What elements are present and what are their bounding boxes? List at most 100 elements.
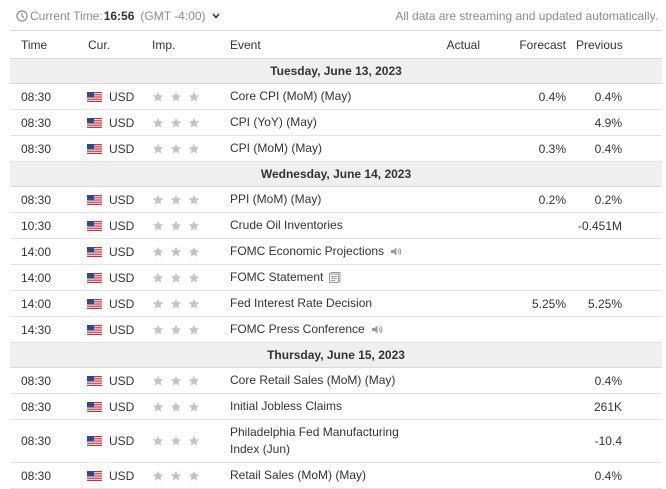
event-name-link[interactable]: CPI (YoY) (May) — [230, 115, 317, 129]
event-name-link[interactable]: Philadelphia Fed Manufacturing Index (Ju… — [230, 425, 399, 456]
event-row[interactable]: 08:30 USD Core CPI (MoM) (May) 0.4% 0.4% — [10, 83, 662, 110]
event-name-link[interactable]: Crude Oil Inventories — [230, 218, 343, 232]
event-actual — [420, 135, 490, 162]
importance-star-icon — [152, 324, 164, 335]
event-previous: -0.451M — [576, 212, 662, 239]
day-date-label: Thursday, June 15, 2023 — [10, 342, 662, 368]
event-actual — [420, 419, 490, 463]
importance-star-icon — [152, 375, 164, 386]
importance-star-icon — [188, 220, 200, 231]
us-flag-icon — [87, 143, 102, 154]
event-previous: 0.4% — [576, 83, 662, 110]
event-name-link[interactable]: CPI (MoM) (May) — [230, 141, 322, 155]
event-row[interactable]: 08:30 USD Core Retail Sales (MoM) (May) 0.4… — [10, 367, 662, 394]
event-importance — [141, 186, 230, 213]
event-forecast — [490, 462, 576, 489]
event-cell: Core CPI (MoM) (May) — [230, 83, 420, 110]
event-currency-cell: USD — [76, 212, 141, 239]
event-time: 08:30 — [10, 83, 76, 110]
event-row[interactable]: 08:30 USD Initial Jobless Claims 261K — [10, 393, 662, 420]
event-name-link[interactable]: Initial Jobless Claims — [230, 399, 343, 413]
event-currency: USD — [109, 468, 135, 483]
event-importance — [141, 316, 230, 343]
event-cell: CPI (MoM) (May) — [230, 135, 420, 162]
event-currency-cell: USD — [76, 419, 141, 463]
event-name-link[interactable]: PPI (MoM) (May) — [230, 192, 322, 206]
event-actual — [420, 186, 490, 213]
event-currency: USD — [109, 373, 135, 388]
importance-star-icon — [170, 401, 182, 412]
importance-star-icon — [188, 435, 200, 446]
event-importance — [141, 367, 230, 394]
current-time-label: Current Time: — [30, 9, 103, 23]
timezone-selector[interactable]: Current Time: 16:56 (GMT -4:00) — [16, 9, 220, 23]
event-currency-cell: USD — [76, 290, 141, 317]
streaming-note: All data are streaming and updated autom… — [395, 9, 658, 23]
event-forecast — [490, 393, 576, 420]
event-row[interactable]: 14:00 USD Fed Interest Rate Decision 5.25% 5… — [10, 290, 662, 317]
event-cell: Retail Sales (MoM) (May) — [230, 462, 420, 489]
event-name-link[interactable]: Retail Sales (MoM) (May) — [230, 468, 367, 482]
us-flag-icon — [87, 470, 102, 481]
speaker-icon[interactable] — [371, 324, 383, 335]
importance-star-icon — [152, 298, 164, 309]
event-importance — [141, 419, 230, 463]
importance-star-icon — [188, 117, 200, 128]
event-row[interactable]: 08:30 USD PPI (MoM) (May) 0.2% 0.2% — [10, 186, 662, 213]
event-currency-cell: USD — [76, 109, 141, 136]
importance-star-icon — [170, 220, 182, 231]
event-name-link[interactable]: FOMC Statement — [230, 270, 324, 284]
event-forecast — [490, 264, 576, 291]
event-row[interactable]: 14:30 USD FOMC Press Conference — [10, 316, 662, 343]
event-time: 08:30 — [10, 186, 76, 213]
event-actual — [420, 290, 490, 317]
importance-star-icon — [188, 298, 200, 309]
event-previous: 0.4% — [576, 367, 662, 394]
importance-star-icon — [188, 194, 200, 205]
column-header-event: Event — [230, 30, 420, 59]
event-row[interactable]: 14:00 USD FOMC Economic Projections — [10, 238, 662, 265]
event-actual — [420, 264, 490, 291]
clock-icon — [16, 10, 28, 22]
event-name-link[interactable]: Fed Interest Rate Decision — [230, 296, 373, 310]
column-header-time: Time — [10, 30, 76, 59]
event-name-link[interactable]: Core CPI (MoM) (May) — [230, 89, 352, 103]
event-forecast — [490, 109, 576, 136]
event-name-link[interactable]: FOMC Economic Projections — [230, 244, 385, 258]
event-time: 08:30 — [10, 109, 76, 136]
event-importance — [141, 462, 230, 489]
column-header-importance: Imp. — [141, 30, 230, 59]
event-actual — [420, 316, 490, 343]
importance-star-icon — [152, 272, 164, 283]
event-row[interactable]: 10:30 USD Crude Oil Inventories -0.451M — [10, 212, 662, 239]
event-cell: Initial Jobless Claims — [230, 393, 420, 420]
top-bar: Current Time: 16:56 (GMT -4:00) All data… — [0, 0, 666, 30]
event-previous: 0.2% — [576, 186, 662, 213]
importance-star-icon — [188, 401, 200, 412]
day-date-label: Wednesday, June 14, 2023 — [10, 161, 662, 187]
event-row[interactable]: 08:30 USD CPI (MoM) (May) 0.3% 0.4% — [10, 135, 662, 162]
speaker-icon[interactable] — [390, 246, 402, 257]
event-importance — [141, 238, 230, 265]
event-currency-cell: USD — [76, 264, 141, 291]
event-time: 10:30 — [10, 212, 76, 239]
event-forecast: 0.3% — [490, 135, 576, 162]
event-currency-cell: USD — [76, 83, 141, 110]
event-row[interactable]: 14:00 USD FOMC Statement — [10, 264, 662, 291]
us-flag-icon — [87, 91, 102, 102]
column-header-previous: Previous — [576, 30, 662, 59]
event-row[interactable]: 08:30 USD CPI (YoY) (May) 4.9% — [10, 109, 662, 136]
event-currency: USD — [109, 399, 135, 414]
event-importance — [141, 212, 230, 239]
event-cell: CPI (YoY) (May) — [230, 109, 420, 136]
event-row[interactable]: 08:30 USD Retail Sales (MoM) (May) 0.4% — [10, 462, 662, 489]
event-forecast — [490, 367, 576, 394]
event-name-link[interactable]: Core Retail Sales (MoM) (May) — [230, 373, 396, 387]
economic-calendar-table: Time Cur. Imp. Event Actual Forecast Pre… — [10, 30, 662, 489]
event-name-link[interactable]: FOMC Press Conference — [230, 322, 365, 336]
event-previous: 4.9% — [576, 109, 662, 136]
document-icon[interactable] — [329, 272, 341, 283]
importance-star-icon — [152, 401, 164, 412]
event-row[interactable]: 08:30 USD Philadelphia Fed Manufacturing I… — [10, 419, 662, 463]
event-time: 08:30 — [10, 462, 76, 489]
